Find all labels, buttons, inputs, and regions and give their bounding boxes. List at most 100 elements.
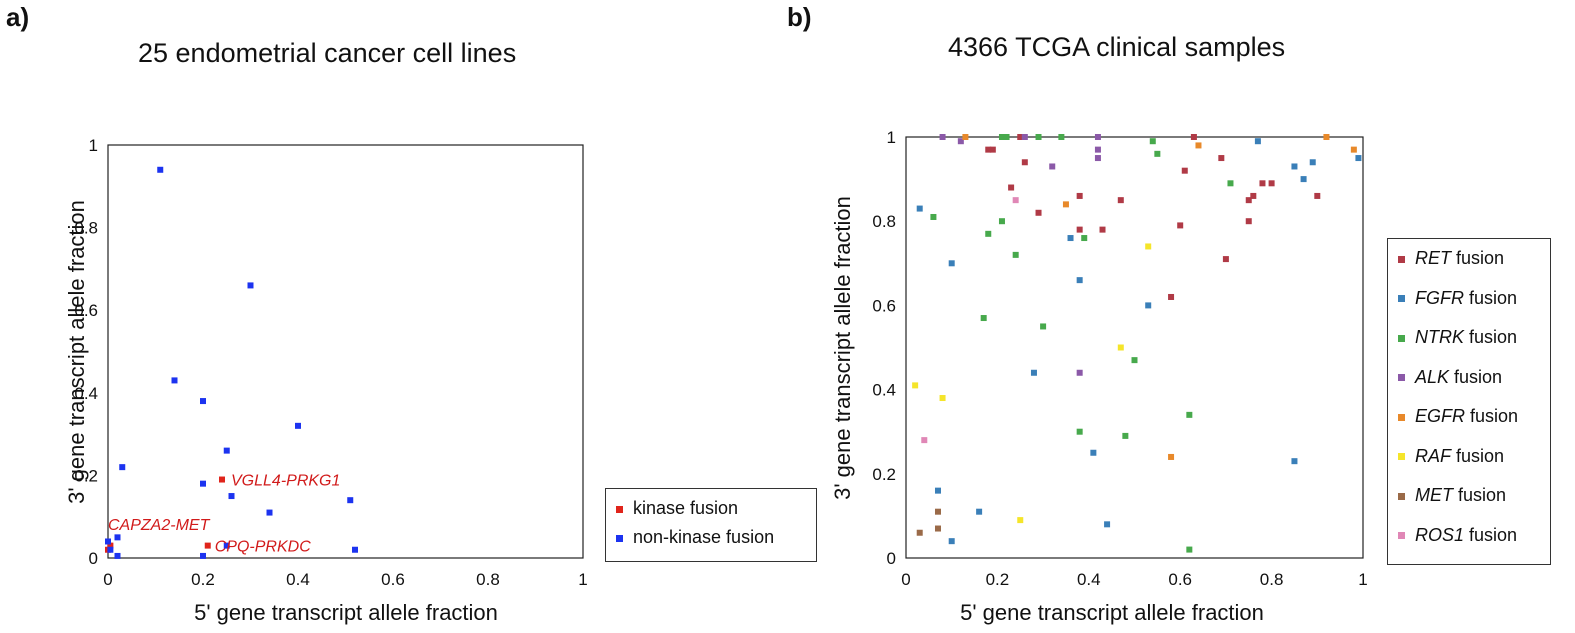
point-met xyxy=(934,525,941,532)
point-ntrk xyxy=(1186,411,1193,418)
point-fgfr xyxy=(976,508,983,515)
plot-frame-a xyxy=(107,144,584,559)
point-non-kinase-fusion xyxy=(114,534,121,541)
legend-swatch xyxy=(1398,295,1405,303)
x-tick-label-a: 0.4 xyxy=(286,570,310,589)
point-non-kinase-fusion xyxy=(114,552,121,559)
legend-label: NTRK xyxy=(1415,327,1464,347)
annotation-cpq-prkdc: CPQ-PRKDC xyxy=(215,539,311,556)
legend-swatch xyxy=(1398,374,1405,382)
x-tick-label-a: 0.6 xyxy=(381,570,405,589)
point-ntrk xyxy=(1227,180,1234,187)
point-non-kinase-fusion xyxy=(223,542,230,549)
point-alk xyxy=(939,134,946,140)
legend-item: kinase fusion xyxy=(616,498,738,519)
point-ntrk xyxy=(1040,323,1047,330)
point-ret xyxy=(1250,192,1257,199)
x-tick-label-b: 0.6 xyxy=(1168,570,1192,589)
legend-swatch xyxy=(1398,532,1405,540)
legend-suffix: fusion xyxy=(1464,287,1518,308)
y-tick-label-b: 1 xyxy=(887,128,896,147)
point-fgfr xyxy=(1067,235,1074,242)
point-ret xyxy=(1076,192,1083,199)
point-ret xyxy=(1177,222,1184,229)
point-fgfr xyxy=(1291,458,1298,465)
legend-label: RET xyxy=(1415,248,1451,268)
x-tick-label-b: 1 xyxy=(1358,570,1367,589)
point-ntrk xyxy=(1058,134,1065,140)
point-ntrk xyxy=(1154,150,1161,157)
x-axis-label-a: 5' gene transcript allele fraction xyxy=(194,600,498,625)
point-egfr xyxy=(1195,142,1202,149)
point-ret xyxy=(1245,197,1252,204)
x-tick-label-a: 0 xyxy=(103,570,112,589)
point-ret xyxy=(1259,180,1266,187)
x-tick-label-b: 0.4 xyxy=(1077,570,1101,589)
legend-item: MET fusion xyxy=(1398,485,1506,506)
point-non-kinase-fusion xyxy=(200,398,206,405)
point-ros1 xyxy=(1012,197,1019,204)
point-ntrk xyxy=(1081,235,1088,242)
y-axis-label-b: 3' gene transcript allele fraction xyxy=(830,196,855,500)
point-egfr xyxy=(1168,453,1175,460)
point-ret xyxy=(1181,167,1188,174)
point-ret xyxy=(1168,293,1175,300)
point-alk xyxy=(1049,163,1056,170)
point-egfr xyxy=(962,134,969,140)
point-ret xyxy=(1008,184,1015,191)
y-axis-label-a: 3' gene transcript allele fraction xyxy=(64,200,89,504)
legend-label: FGFR xyxy=(1415,287,1464,308)
point-fgfr xyxy=(1291,163,1298,170)
point-fgfr xyxy=(1355,155,1362,162)
point-ret xyxy=(1117,197,1124,204)
point-raf xyxy=(912,382,919,389)
legend-swatch xyxy=(1398,492,1405,500)
legend-label: ROS1 xyxy=(1415,524,1465,545)
y-tick-label-b: 0.8 xyxy=(872,212,896,231)
point-ntrk xyxy=(1122,432,1129,439)
y-tick-label-a: 0.2 xyxy=(74,466,98,485)
point-fgfr xyxy=(1300,176,1307,183)
point-kinase-fusion xyxy=(219,476,225,483)
legend-b: RET fusion FGFR fusion NTRK fusion ALK fusi… xyxy=(1387,238,1551,565)
y-tick-label-b: 0.4 xyxy=(872,381,896,400)
point-non-kinase-fusion xyxy=(223,447,230,454)
point-alk xyxy=(1076,369,1083,376)
y-tick-label-a: 0.8 xyxy=(74,219,98,238)
chart-a-title: 25 endometrial cancer cell lines xyxy=(138,38,517,68)
legend-suffix: fusion xyxy=(1451,445,1505,466)
y-tick-label-a: 0.6 xyxy=(74,301,98,320)
legend-swatch xyxy=(616,534,623,542)
point-ntrk xyxy=(1012,251,1019,258)
point-ntrk xyxy=(998,134,1005,140)
point-raf xyxy=(1117,344,1124,351)
legend-item: ROS1 fusion xyxy=(1398,525,1517,546)
point-egfr xyxy=(1350,146,1357,153)
legend-label: RAF xyxy=(1415,445,1451,466)
point-non-kinase-fusion xyxy=(352,546,358,553)
point-ntrk xyxy=(998,218,1005,225)
point-non-kinase-fusion xyxy=(200,480,206,487)
point-fgfr xyxy=(916,205,923,212)
point-fgfr xyxy=(1309,159,1316,166)
point-ret xyxy=(1190,134,1197,140)
point-kinase-fusion xyxy=(107,542,114,549)
point-ret xyxy=(1021,159,1028,166)
panel-a-label: a) xyxy=(6,2,30,32)
y-tick-label-a: 0 xyxy=(89,549,98,568)
annotation-vgll4-prkg1: VGLL4-PRKG1 xyxy=(231,473,340,490)
legend-swatch xyxy=(1398,453,1405,461)
legend-item: NTRK fusion xyxy=(1398,327,1517,348)
panel-b-label: b) xyxy=(787,2,812,32)
legend-item: EGFR fusion xyxy=(1398,406,1518,427)
point-met xyxy=(934,508,941,515)
point-ret xyxy=(1222,256,1229,263)
point-fgfr xyxy=(948,538,955,545)
point-ros1 xyxy=(921,437,928,444)
point-ret xyxy=(1099,226,1106,233)
point-fgfr xyxy=(934,487,941,494)
point-egfr xyxy=(1062,201,1069,208)
point-kinase-fusion xyxy=(204,542,211,549)
point-alk xyxy=(957,138,964,145)
point-ntrk xyxy=(1149,138,1156,145)
